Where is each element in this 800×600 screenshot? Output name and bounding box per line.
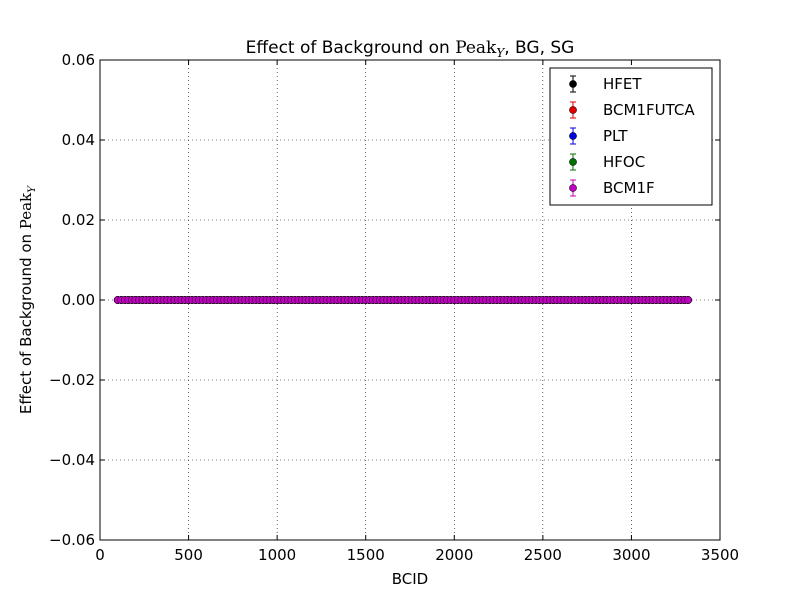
y-tick-label: −0.06 [49,531,95,549]
y-axis-title: Effect of Background on PeakY [17,185,38,414]
legend-box [549,67,713,206]
label-suffix: , BG, SG [504,38,574,58]
y-tick-label: −0.02 [49,371,95,389]
x-tick-label: 0 [95,546,105,564]
x-tick-label: 1000 [258,546,296,564]
x-tick-label: 1500 [347,546,385,564]
legend-item-bcm1futca: BCM1FUTCA [569,101,695,119]
legend-item-bcm1f: BCM1F [569,179,655,197]
x-tick-label: 500 [174,546,203,564]
legend-item-hfet: HFET [569,75,642,93]
label-math-sub: Y [496,46,505,60]
y-tick-label: −0.04 [49,451,95,469]
y-tick-label: 0.02 [62,211,95,229]
x-axis-title: BCID [392,570,428,588]
axis-ticks: 0 500 1000 1500 2000 2500 3000 3500 −0.06 −0.04 −0… [49,51,739,564]
data-series [113,296,692,304]
legend-item-plt: PLT [569,127,628,145]
legend-item-hfoc: HFOC [569,153,645,171]
legend-label: BCM1F [603,179,655,197]
series-bcm1f [113,296,692,304]
x-tick-label: 3500 [701,546,739,564]
y-tick-label: 0.00 [62,291,95,309]
legend-marker [569,132,577,140]
chart-title: Effect of Background on PeakY, BG, SG [246,38,575,60]
legend-marker [569,158,577,166]
legend-label: BCM1FUTCA [603,101,695,119]
y-tick-label: 0.04 [62,131,95,149]
legend-label: HFOC [603,153,645,171]
legend-marker [569,184,577,192]
label-prefix: Effect of Background on [17,229,35,414]
legend-label: PLT [603,127,628,145]
x-tick-label: 2000 [435,546,473,564]
legend-marker [569,80,577,88]
label-math-sub: Y [26,185,38,193]
y-tick-label: 0.06 [62,51,95,69]
label-math-main: Peak [17,192,35,229]
x-tick-label: 2500 [524,546,562,564]
x-tick-label: 3000 [612,546,650,564]
legend-label: HFET [603,75,642,93]
label-math-main: Peak [455,38,497,58]
legend-marker [569,106,577,114]
data-point [684,296,692,304]
legend: HFET BCM1FUTCA PLT HFOC BCM1F [549,67,713,206]
label-prefix: Effect of Background on [246,38,456,58]
